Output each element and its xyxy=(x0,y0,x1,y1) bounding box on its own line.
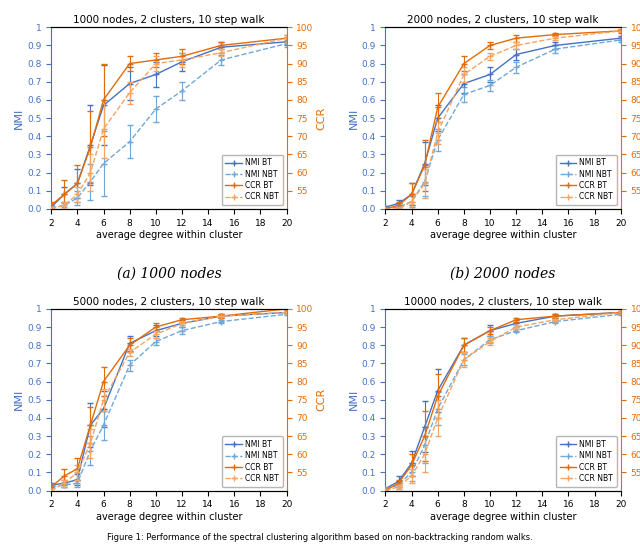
Legend: NMI BT, NMI NBT, CCR BT, CCR NBT: NMI BT, NMI NBT, CCR BT, CCR NBT xyxy=(556,155,617,205)
Y-axis label: CCR: CCR xyxy=(316,388,326,411)
Y-axis label: NMI: NMI xyxy=(14,389,24,410)
Legend: NMI BT, NMI NBT, CCR BT, CCR NBT: NMI BT, NMI NBT, CCR BT, CCR NBT xyxy=(556,436,617,487)
Y-axis label: CCR: CCR xyxy=(316,106,326,130)
Legend: NMI BT, NMI NBT, CCR BT, CCR NBT: NMI BT, NMI NBT, CCR BT, CCR NBT xyxy=(221,436,283,487)
Y-axis label: NMI: NMI xyxy=(349,389,358,410)
X-axis label: average degree within cluster: average degree within cluster xyxy=(95,512,242,522)
X-axis label: average degree within cluster: average degree within cluster xyxy=(95,231,242,240)
X-axis label: average degree within cluster: average degree within cluster xyxy=(430,231,577,240)
Text: Figure 1: Performance of the spectral clustering algorithm based on non-backtrac: Figure 1: Performance of the spectral cl… xyxy=(107,533,533,542)
Y-axis label: NMI: NMI xyxy=(14,107,24,129)
Y-axis label: NMI: NMI xyxy=(349,107,358,129)
Text: (a) 1000 nodes: (a) 1000 nodes xyxy=(116,267,221,281)
Title: 10000 nodes, 2 clusters, 10 step walk: 10000 nodes, 2 clusters, 10 step walk xyxy=(404,296,602,307)
Legend: NMI BT, NMI NBT, CCR BT, CCR NBT: NMI BT, NMI NBT, CCR BT, CCR NBT xyxy=(221,155,283,205)
X-axis label: average degree within cluster: average degree within cluster xyxy=(430,512,577,522)
Text: (b) 2000 nodes: (b) 2000 nodes xyxy=(451,267,556,281)
Title: 2000 nodes, 2 clusters, 10 step walk: 2000 nodes, 2 clusters, 10 step walk xyxy=(408,15,599,25)
Title: 1000 nodes, 2 clusters, 10 step walk: 1000 nodes, 2 clusters, 10 step walk xyxy=(73,15,264,25)
Title: 5000 nodes, 2 clusters, 10 step walk: 5000 nodes, 2 clusters, 10 step walk xyxy=(73,296,264,307)
